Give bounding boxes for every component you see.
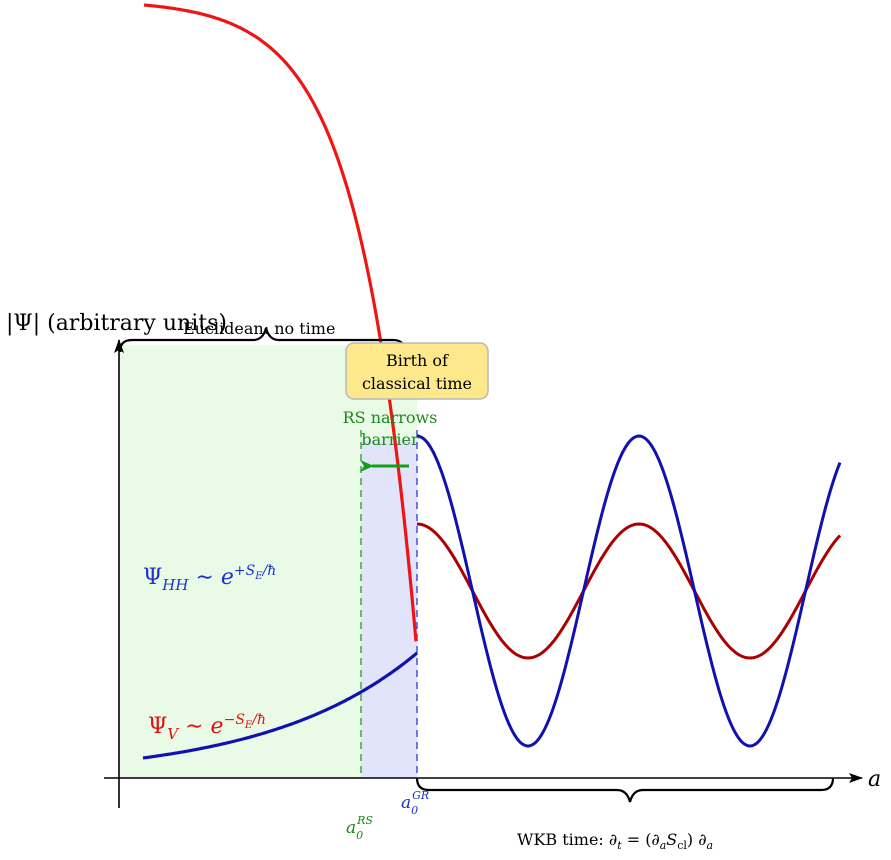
narrowed-barrier-region [361, 440, 417, 778]
psi-vilenkin-curve [143, 3, 418, 642]
birth-box [345, 342, 489, 400]
psi-hartle-hawking-curve [142, 651, 419, 760]
psi-hh-label: ΨHH ∼ e+SE/ħ [143, 563, 276, 594]
oscillating-wavefunction-blue [416, 434, 842, 748]
psi-v-label: ΨV ∼ e−SE/ħ [148, 712, 266, 743]
oscillating-wavefunction-darkred [416, 522, 842, 660]
wkb-brace [415, 777, 835, 803]
euclidean-brace [118, 327, 407, 353]
tick-label-a0-gr: a0GR [401, 789, 429, 817]
wkb-time-label: WKB time: ∂t = (∂aScl) ∂a [517, 830, 713, 852]
rs-note-line2: barrier [361, 430, 419, 449]
rs-note-line1: RS narrows [343, 408, 438, 427]
x-axis-label: a [868, 767, 881, 792]
euclidean-label: Euclidean: no time [183, 319, 335, 338]
y-axis-label: |Ψ| (arbitrary units) [6, 311, 227, 336]
tick-label-a0-rs: a0RS [346, 814, 373, 842]
birth-box-line2: classical time [362, 374, 472, 393]
birth-box-line1: Birth of [386, 351, 449, 370]
